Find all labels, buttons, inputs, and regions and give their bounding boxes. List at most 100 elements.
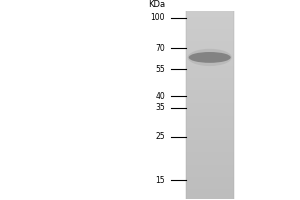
Bar [186, 149, 234, 150]
Bar [186, 144, 234, 145]
Bar [186, 60, 234, 61]
Bar [186, 72, 234, 73]
Bar [186, 111, 234, 112]
Bar [186, 103, 234, 104]
Bar [186, 95, 234, 96]
Bar [186, 115, 234, 116]
Bar [186, 78, 234, 79]
Bar [186, 28, 234, 29]
Bar [186, 133, 234, 134]
Bar [186, 87, 234, 88]
Bar [186, 142, 234, 143]
Bar [186, 26, 234, 27]
Bar [186, 132, 234, 133]
Bar [186, 15, 234, 16]
Bar [186, 35, 234, 36]
Bar [186, 22, 234, 23]
Text: 100: 100 [150, 13, 165, 22]
Bar [186, 66, 234, 67]
Bar [186, 54, 234, 55]
Bar [186, 91, 234, 92]
Text: 15: 15 [155, 176, 165, 185]
Bar [186, 79, 234, 80]
Bar [186, 141, 234, 142]
Bar [186, 184, 234, 185]
Text: 40: 40 [155, 92, 165, 101]
Bar [186, 169, 234, 170]
Bar [186, 114, 234, 115]
Bar [186, 196, 234, 197]
Bar [186, 123, 234, 124]
Bar [186, 62, 234, 63]
Bar [186, 160, 234, 161]
Bar [186, 139, 234, 140]
Bar [186, 77, 234, 78]
Bar [186, 20, 234, 21]
Bar [186, 170, 234, 171]
Bar [186, 56, 234, 57]
Bar [186, 178, 234, 179]
Bar [186, 59, 234, 60]
Bar [186, 13, 234, 14]
Bar [186, 41, 234, 42]
Bar [186, 122, 234, 123]
Bar [186, 177, 234, 178]
Bar [186, 148, 234, 149]
Bar [186, 145, 234, 146]
Bar [186, 157, 234, 158]
Bar [186, 30, 234, 31]
Bar [186, 174, 234, 175]
Bar [186, 156, 234, 157]
Bar [186, 40, 234, 41]
Bar [186, 46, 234, 47]
Bar [186, 134, 234, 135]
Bar [186, 32, 234, 33]
Bar [186, 136, 234, 137]
Bar [186, 50, 234, 51]
Bar [186, 33, 234, 34]
Bar [186, 43, 234, 44]
Bar [186, 55, 234, 56]
Text: 70: 70 [155, 44, 165, 53]
Bar [186, 73, 234, 74]
Bar [186, 189, 234, 190]
Bar [186, 14, 234, 15]
Bar [186, 183, 234, 184]
Bar [186, 153, 234, 154]
Bar [186, 63, 234, 64]
Bar [186, 51, 234, 52]
Bar [186, 112, 234, 113]
Bar [186, 192, 234, 193]
Bar [186, 37, 234, 38]
Bar [186, 83, 234, 84]
Bar [186, 163, 234, 164]
Bar [186, 94, 234, 95]
Bar [186, 194, 234, 195]
Bar [186, 180, 234, 181]
Bar [186, 190, 234, 191]
Bar [186, 81, 234, 82]
Bar [186, 68, 234, 69]
Bar [186, 90, 234, 91]
Bar [186, 24, 234, 25]
Bar [186, 97, 234, 98]
Bar [186, 131, 234, 132]
Bar [186, 118, 234, 119]
Bar [186, 101, 234, 102]
Bar [186, 147, 234, 148]
Bar [186, 146, 234, 147]
Bar [186, 140, 234, 141]
Bar [186, 191, 234, 192]
Bar [186, 70, 234, 71]
Bar [186, 135, 234, 136]
Bar [186, 11, 234, 12]
Bar [186, 167, 234, 168]
Bar [186, 53, 234, 54]
Bar [186, 48, 234, 49]
Bar [186, 89, 234, 90]
Bar [186, 99, 234, 100]
Bar [186, 85, 234, 86]
Bar [186, 188, 234, 189]
Bar [186, 25, 234, 26]
Bar [186, 173, 234, 174]
